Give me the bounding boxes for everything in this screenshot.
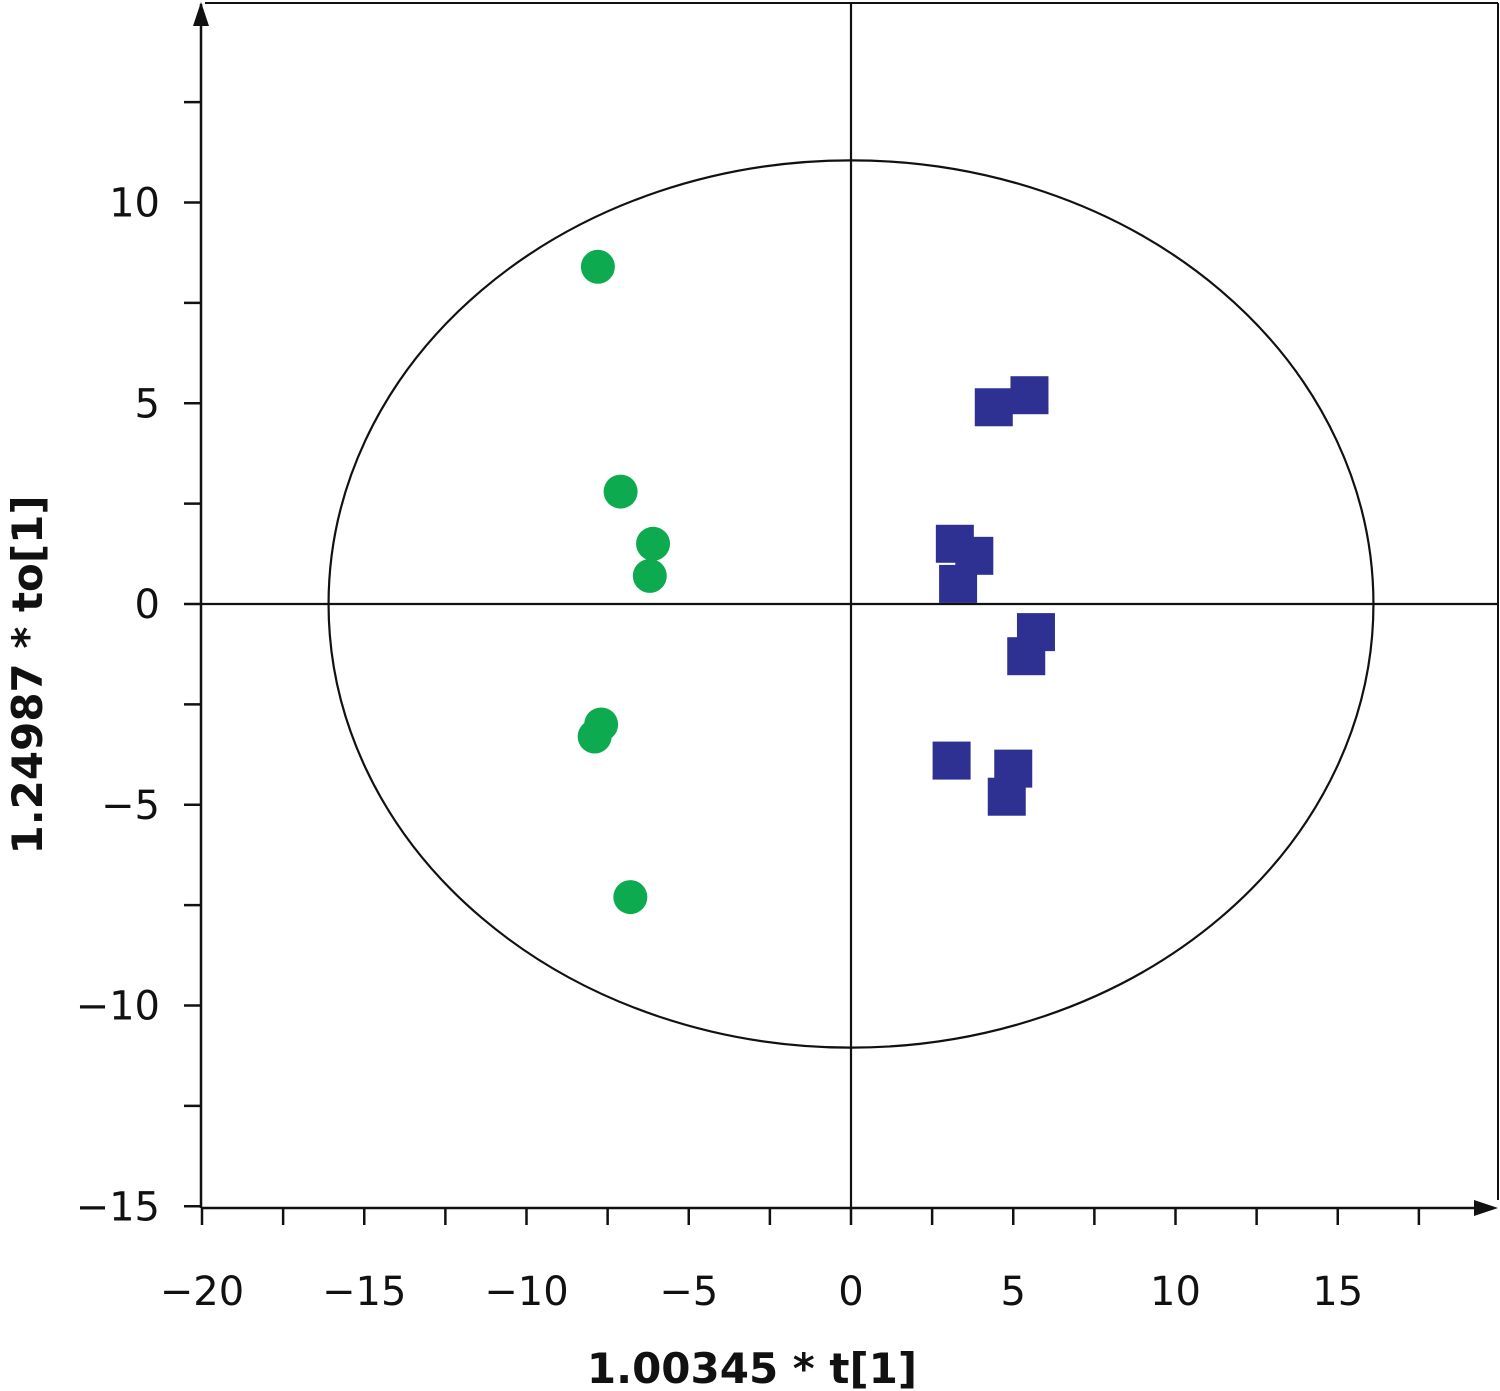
y-axis-title: 1.24987 * to[1]	[3, 495, 52, 854]
square-point	[974, 388, 1013, 427]
y-tick-label: −15	[76, 1184, 160, 1230]
confidence-ellipse	[327, 159, 1375, 1049]
x-axis-arrow	[1474, 1200, 1498, 1216]
square-point	[1007, 637, 1046, 676]
plot-frame	[193, 2, 1499, 1216]
x-axis-title: 1.00345 * t[1]	[587, 1344, 917, 1391]
circle-point	[603, 474, 638, 509]
circle-point	[580, 249, 615, 284]
x-tick-label: 5	[1001, 1269, 1026, 1315]
y-tick-label: 0	[135, 582, 160, 628]
axis-ticks	[184, 100, 1421, 1225]
y-axis-arrow	[193, 2, 209, 26]
y-tick-labels: −15 −10 −5 0 5 10	[76, 181, 160, 1231]
square-point	[987, 777, 1026, 816]
circle-point	[577, 719, 612, 754]
y-tick-label: 5	[135, 381, 160, 427]
x-tick-label: 10	[1150, 1269, 1201, 1315]
circle-point	[632, 558, 667, 593]
data-points	[577, 249, 1055, 915]
x-tick-label: −15	[322, 1269, 406, 1315]
y-tick-label: 10	[109, 181, 160, 227]
circle-point	[636, 526, 671, 561]
reference-lines	[201, 4, 1498, 1208]
square-point	[1010, 376, 1049, 415]
x-tick-label: −20	[160, 1269, 244, 1315]
circle-point	[613, 880, 648, 915]
x-tick-label: 15	[1312, 1269, 1363, 1315]
y-tick-label: −5	[101, 783, 160, 829]
y-tick-label: −10	[76, 984, 160, 1030]
x-tick-label: −10	[484, 1269, 568, 1315]
confidence-ellipse-layer	[327, 159, 1375, 1049]
x-tick-label: 0	[838, 1269, 863, 1315]
x-tick-labels: −20 −15 −10 −5 0 5 10 15	[160, 1269, 1363, 1315]
x-tick-label: −5	[659, 1269, 718, 1315]
square-point	[939, 564, 978, 603]
square-point	[932, 741, 971, 780]
